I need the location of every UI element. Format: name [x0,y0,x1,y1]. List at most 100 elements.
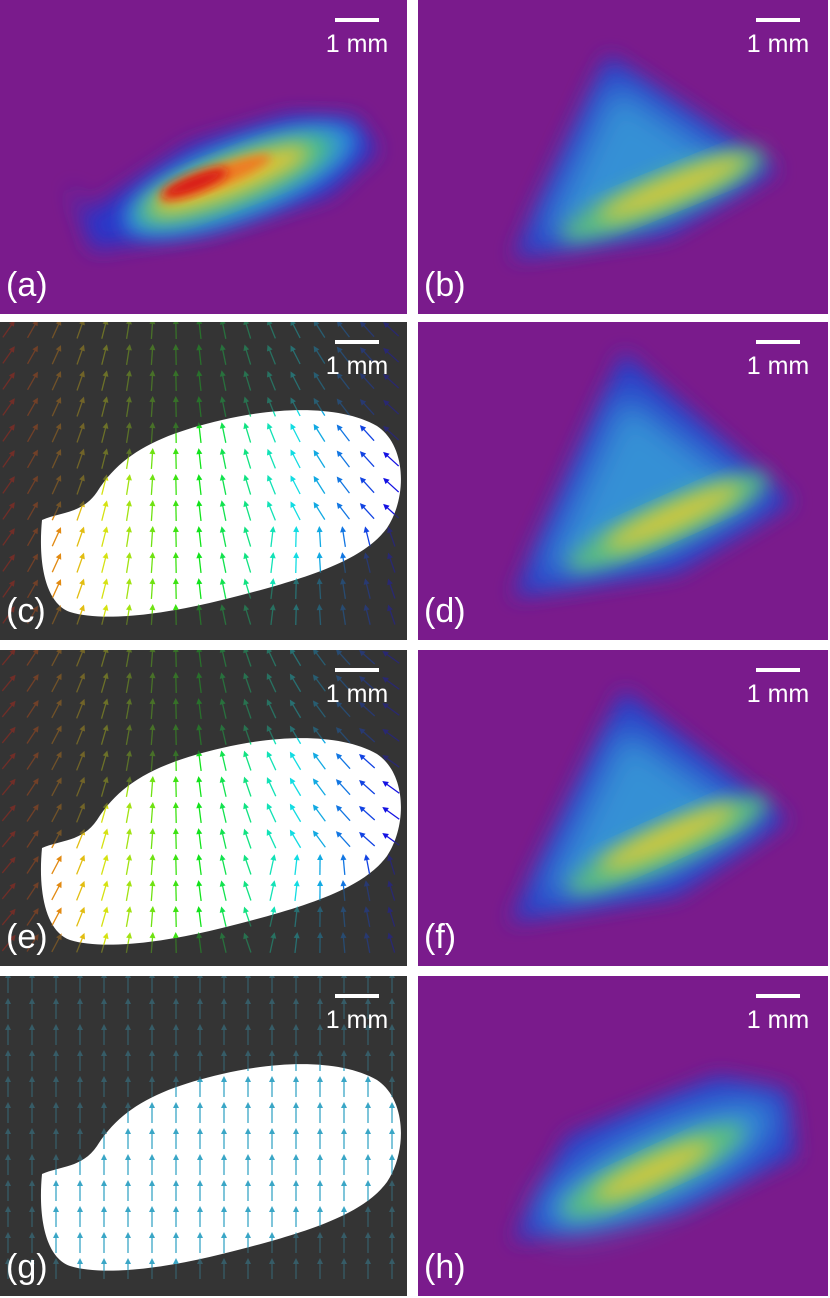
arrow-head [269,1024,275,1030]
arrow-head [269,578,276,585]
arrow-shaft [198,554,202,574]
arrow-shaft [314,738,326,744]
arrow-head [126,698,133,705]
arrow-head [172,698,179,705]
arrow-shaft [150,398,154,418]
arrow-head [313,322,320,327]
arrow-head [221,1154,227,1160]
arrow-head [56,829,62,837]
arrow-head [365,1206,371,1212]
arrow-head [219,906,226,913]
arrow-head [172,604,179,611]
arrow-head [77,1128,83,1134]
arrow-shaft [388,555,396,573]
arrow-head [125,1050,131,1056]
arrow-head [79,802,86,810]
arrow-head [312,830,319,837]
scale-bar-label: 1 mm [326,30,389,58]
arrow-head [173,1050,179,1056]
arrow-shaft [51,607,61,625]
arrow-shaft [2,608,14,624]
arrow-head [389,1128,395,1134]
arrow-head [172,422,179,429]
scale-bar-label: 1 mm [747,352,810,380]
arrow-shaft [101,555,107,573]
arrow-head [196,698,203,705]
arrow-shaft [270,528,274,548]
arrow-head [149,880,156,887]
arrow-shaft [1,780,15,796]
arrow-shaft [76,727,84,745]
arrow-shaft [384,704,400,716]
arrow-shaft [244,451,252,469]
arrow-head [172,802,179,809]
arrow-shaft [384,730,400,742]
arrow-head [149,672,156,679]
arrow-head [53,976,59,978]
arrow-head [149,854,156,861]
arrow-head [56,803,62,811]
arrow-head [316,578,323,585]
arrow-shaft [198,606,202,626]
intensity-layer [538,725,758,900]
arrow-shaft [150,908,154,928]
arrow-head [125,604,132,611]
arrow-shaft [76,503,84,521]
arrow-head [53,1180,59,1186]
arrow-head [245,1050,251,1056]
arrow-shaft [342,908,346,928]
arrow-head [32,423,38,431]
arrow-shaft [360,807,376,821]
arrow-head [219,448,226,455]
arrow-head [243,698,249,706]
arrow-head [243,526,250,534]
arrow-head [219,932,226,939]
arrow-head [172,500,179,507]
arrow-shaft [101,607,107,617]
arrow-shaft [76,675,84,693]
arrow-head [53,1206,59,1212]
arrow-head [32,553,38,561]
arrow-shaft [290,701,302,719]
arrow-shaft [221,701,227,719]
arrow-head [387,854,394,862]
arrow-head [149,396,156,403]
arrow-head [55,322,62,326]
arrow-head [149,448,156,455]
arrow-head [317,1154,323,1160]
arrow-head [312,726,319,733]
arrow-shaft [1,858,15,874]
arrow-shaft [290,753,302,771]
arrow-shaft [150,752,154,772]
arrow-head [172,880,179,887]
arrow-head [389,1258,395,1264]
scale-bar [335,18,379,22]
arrow-head [341,1102,347,1108]
arrow-head [197,1232,203,1238]
intensity-layer [599,805,737,871]
arrow-head [9,830,16,838]
arrow-head [290,397,296,405]
arrow-shaft [26,806,38,822]
arrow-head [293,1154,299,1160]
arrow-head [32,449,38,457]
arrow-shaft [388,529,396,547]
arrow-head [173,1102,179,1108]
arrow-head [32,856,39,863]
arrow-head [269,1050,275,1056]
scale-bar [335,994,379,998]
arrow-head [101,976,107,978]
arrow-head [125,422,132,429]
arrow-head [243,776,249,784]
arrow-head [172,724,179,731]
arrow-head [266,370,273,378]
arrow-head [243,552,250,560]
arrow-shaft [291,425,301,443]
arrow-head [365,998,371,1004]
arrow-head [243,724,249,732]
arrow-shaft [244,347,252,365]
arrow-head [79,322,85,326]
arrow-head [32,830,39,837]
arrow-shaft [2,530,14,546]
arrow-shaft [198,580,202,600]
